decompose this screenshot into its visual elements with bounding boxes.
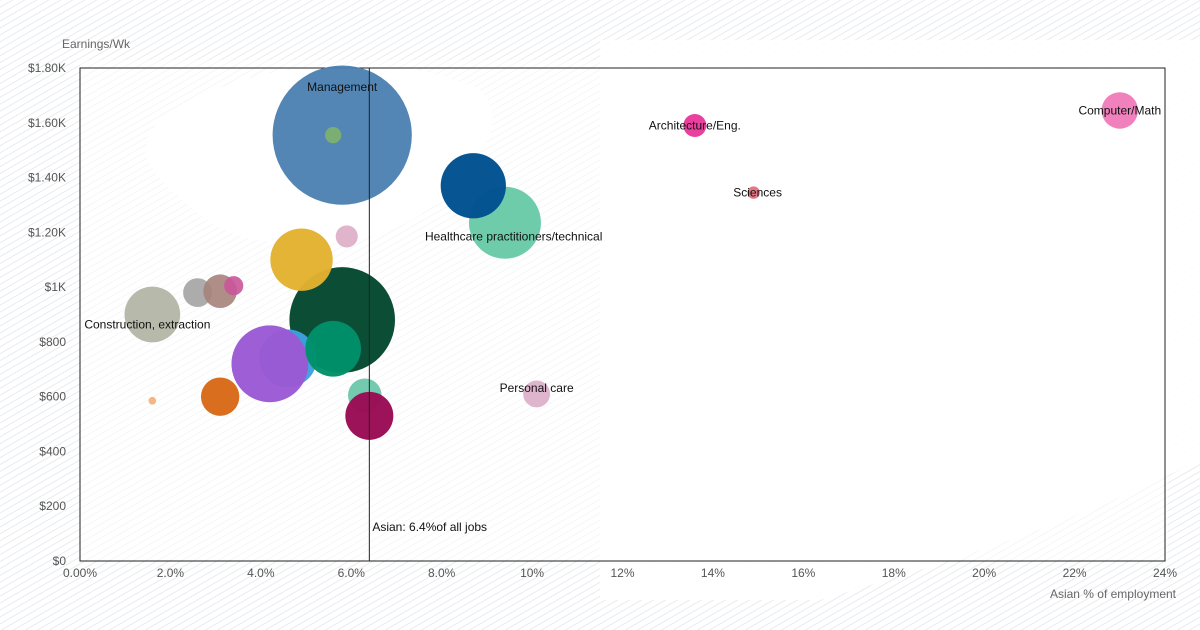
y-axis-ticks: $0 $200 $400 $600 $800 $1K $1.20K $1.40K $1.60K $… (28, 61, 66, 568)
bubble-label-sciences: Sciences (733, 186, 782, 200)
y-tick-label: $1K (45, 280, 66, 294)
reference-line-group: Asian: 6.4%of all jobs (368, 68, 487, 561)
bubble-yellow[interactable] (270, 228, 333, 291)
bubble-purple[interactable] (231, 325, 309, 403)
y-tick-label: $800 (39, 335, 66, 349)
bubble-label-healthcare-practitioners-technical: Healthcare practitioners/technical (425, 230, 602, 244)
bubble-healthcare-dark[interactable] (440, 153, 506, 219)
bubbles (124, 65, 1139, 440)
bubble-label-construction-extraction: Construction, extraction (84, 318, 210, 332)
bubble-construction-extraction[interactable] (124, 286, 181, 343)
x-tick-label: 4.0% (247, 566, 275, 580)
bubble-orange[interactable] (200, 377, 240, 416)
bubble-label-computer-math: Computer/Math (1078, 103, 1161, 117)
y-tick-label: $1.40K (28, 171, 66, 185)
x-tick-label: 14% (701, 566, 725, 580)
bubble-personal-care[interactable] (523, 380, 551, 408)
reference-line-label: Asian: 6.4%of all jobs (372, 520, 487, 534)
y-tick-label: $0 (53, 554, 67, 568)
y-tick-label: $1.80K (28, 61, 66, 75)
x-tick-label: 2.0% (157, 566, 185, 580)
x-tick-label: 16% (791, 566, 815, 580)
x-tick-label: 20% (972, 566, 996, 580)
y-tick-label: $1.20K (28, 225, 66, 239)
x-tick-label: 6.0% (338, 566, 366, 580)
x-tick-label: 0.00% (63, 566, 97, 580)
y-tick-label: $200 (39, 499, 66, 513)
x-axis-ticks: 0.00% 2.0% 4.0% 6.0% 8.0% 10% 12% 14% 16% 18% 20% 2… (63, 566, 1177, 580)
y-axis-title: Earnings/Wk (62, 37, 131, 51)
bubble-labels: Management Computer/Math Architecture/Eng.… (84, 80, 1161, 395)
y-tick-label: $400 (39, 444, 66, 458)
x-tick-label: 22% (1063, 566, 1087, 580)
bubble-green-mid[interactable] (305, 320, 362, 377)
x-tick-label: 8.0% (428, 566, 456, 580)
bubble-sciences[interactable] (747, 186, 760, 199)
y-tick-label: $1.60K (28, 116, 66, 130)
bubble-computer-math[interactable] (1101, 92, 1139, 129)
bubble-architecture-eng-[interactable] (683, 113, 707, 138)
bubble-label-personal-care: Personal care (500, 381, 574, 395)
x-tick-label: 10% (520, 566, 544, 580)
x-tick-label: 24% (1153, 566, 1177, 580)
x-axis-title: Asian % of employment (1050, 587, 1177, 601)
bubble-peach[interactable] (148, 396, 157, 405)
x-tick-label: 18% (882, 566, 906, 580)
plot-area (79, 67, 1166, 562)
x-tick-label: 12% (610, 566, 634, 580)
bubble-magenta-small[interactable] (224, 276, 244, 296)
y-tick-label: $600 (39, 390, 66, 404)
bubble-management-sub[interactable] (325, 126, 342, 144)
bubble-label-architecture-eng-: Architecture/Eng. (649, 119, 741, 133)
bubble-pink-small[interactable] (335, 225, 358, 248)
bubble-management[interactable] (272, 65, 412, 205)
bubble-label-management: Management (307, 80, 378, 94)
